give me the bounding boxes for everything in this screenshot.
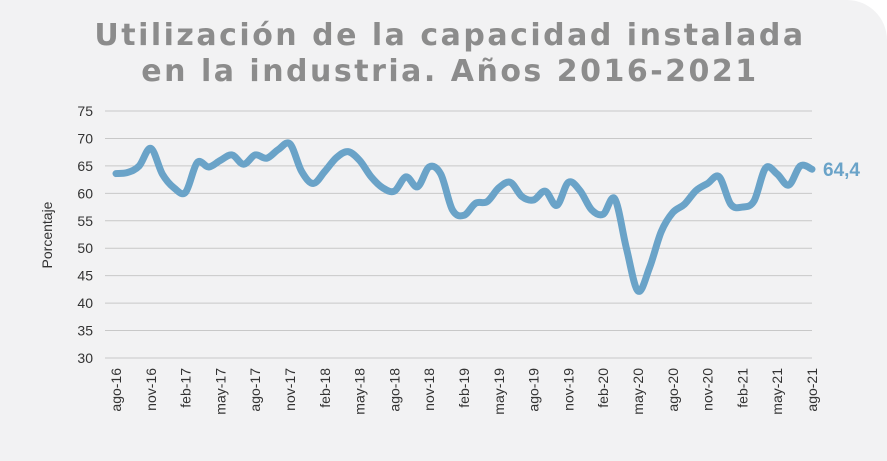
plot-area: 64,4 (112, 139, 860, 295)
x-tick-feb-18: feb-18 (317, 368, 333, 408)
y-tick-50: 50 (77, 240, 93, 256)
x-tick-nov-20: nov-20 (700, 368, 716, 411)
gridlines (105, 110, 812, 359)
x-tick-feb-19: feb-19 (456, 368, 472, 408)
chart-title: Utilización de la capacidad instalada en… (90, 18, 810, 90)
x-tick-may-19: may-19 (491, 368, 507, 415)
y-axis-label: Porcentaje (39, 201, 55, 268)
x-tick-ago-17: ago-17 (247, 368, 263, 412)
last-value-label: 64,4 (823, 160, 860, 181)
x-tick-ago-20: ago-20 (665, 368, 681, 412)
x-tick-ago-21: ago-21 (804, 368, 820, 412)
x-tick-may-20: may-20 (630, 368, 646, 415)
x-tick-nov-19: nov-19 (560, 368, 576, 411)
x-tick-nov-18: nov-18 (421, 368, 437, 411)
x-tick-labels: ago-16 nov-16 feb-17 may-17 ago-17 nov-17 feb-… (108, 368, 820, 415)
y-tick-75: 75 (77, 103, 93, 119)
x-tick-may-21: may-21 (769, 368, 785, 415)
x-tick-nov-16: nov-16 (143, 368, 159, 411)
series-line (112, 139, 816, 295)
x-tick-feb-21: feb-21 (734, 368, 750, 408)
y-tick-40: 40 (77, 295, 93, 311)
x-tick-ago-16: ago-16 (108, 368, 124, 412)
y-tick-35: 35 (77, 323, 93, 339)
y-tick-30: 30 (77, 350, 93, 366)
x-tick-nov-17: nov-17 (282, 368, 298, 411)
y-tick-55: 55 (77, 213, 93, 229)
y-tick-45: 45 (77, 268, 93, 284)
y-tick-70: 70 (77, 130, 93, 146)
chart-title-line-1: Utilización de la capacidad instalada (94, 18, 806, 53)
y-tick-60: 60 (77, 185, 93, 201)
x-tick-feb-17: feb-17 (178, 368, 194, 408)
x-tick-may-18: may-18 (352, 368, 368, 415)
x-tick-ago-19: ago-19 (526, 368, 542, 412)
y-tick-65: 65 (77, 158, 93, 174)
x-tick-ago-18: ago-18 (386, 368, 402, 412)
y-tick-labels: 30 35 40 45 50 55 60 65 70 75 (77, 103, 93, 366)
x-tick-may-17: may-17 (212, 368, 228, 415)
x-tick-feb-20: feb-20 (595, 368, 611, 408)
chart-title-line-2: en la industria. Años 2016-2021 (141, 54, 759, 89)
